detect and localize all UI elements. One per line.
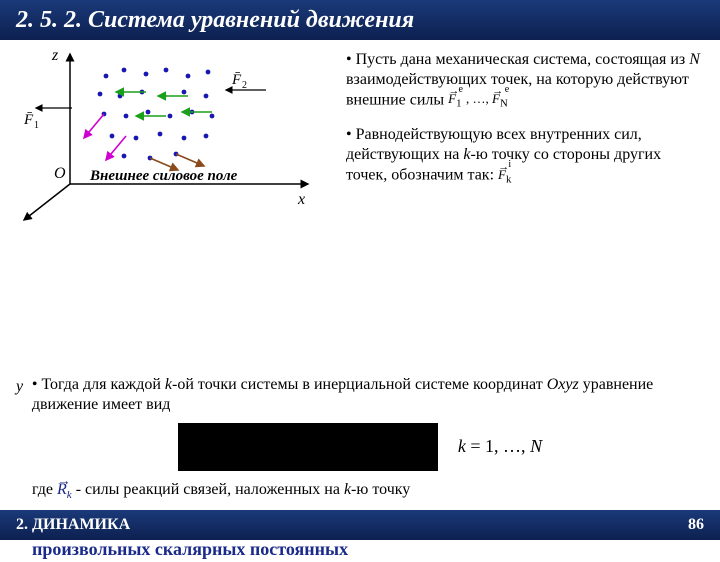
bullet-3: Тогда для каждой k-ой точки системы в ин…: [32, 375, 704, 415]
b3k: k: [165, 376, 172, 393]
wc: -ю точку: [351, 481, 410, 498]
equation-row: k = 1, …, N: [16, 423, 704, 471]
equation-side: k = 1, …, N: [458, 436, 542, 457]
diagram: z x O F̄ 1 F̄ 2: [16, 46, 326, 216]
wa: где: [32, 481, 57, 498]
equation-box: [178, 423, 438, 471]
cc: произвольных скалярных постоянных: [32, 539, 348, 559]
b2k: k: [463, 146, 470, 163]
svg-text:1: 1: [34, 120, 39, 131]
page-title: 2. 5. 2. Система уравнений движения: [16, 7, 414, 34]
b1N: N: [689, 51, 700, 68]
wk: k: [344, 481, 351, 498]
footer-bar: 2. ДИНАМИКА 86: [0, 510, 720, 540]
fi-k: →Fki: [498, 167, 514, 182]
svg-text:F̄: F̄: [231, 72, 242, 88]
origin-label: O: [54, 165, 66, 182]
page-number: 86: [688, 516, 704, 534]
axis-z-label: z: [51, 47, 59, 64]
svg-text:2: 2: [242, 80, 247, 91]
wb: - силы реакций связей, наложенных на: [76, 481, 344, 498]
axis-y-label: y: [16, 377, 32, 415]
b3O: Oxyz: [547, 376, 579, 393]
rk-symbol: →Rk: [57, 481, 72, 498]
b3a: Тогда для каждой: [41, 376, 164, 393]
title-bar: 2. 5. 2. Система уравнений движения: [0, 0, 720, 40]
forces-list: →F1e, …, →FNe: [448, 91, 512, 106]
svg-text:F̄: F̄: [23, 112, 34, 128]
footer-left: 2. ДИНАМИКА: [16, 516, 130, 534]
diagram-caption: Внешнее силовое поле: [89, 168, 238, 184]
axis-x-label: x: [297, 191, 305, 208]
b1b: взаимодействующих точек, на которую дейс…: [346, 71, 689, 108]
bullet-2: Равнодействующую всех внутренних сил, де…: [346, 125, 704, 186]
coordinate-diagram: z x O F̄ 1 F̄ 2: [16, 46, 326, 224]
content: z x O F̄ 1 F̄ 2: [0, 40, 720, 562]
right-column: Пусть дана механическая система, состоящ…: [346, 46, 704, 187]
b3b: -ой точки системы в инерциальной системе…: [172, 376, 547, 393]
b1a: Пусть дана механическая система, состоящ…: [356, 51, 690, 68]
bullet-1: Пусть дана механическая система, состоящ…: [346, 50, 704, 111]
where-line: где →Rk - силы реакций связей, наложенны…: [16, 481, 704, 501]
